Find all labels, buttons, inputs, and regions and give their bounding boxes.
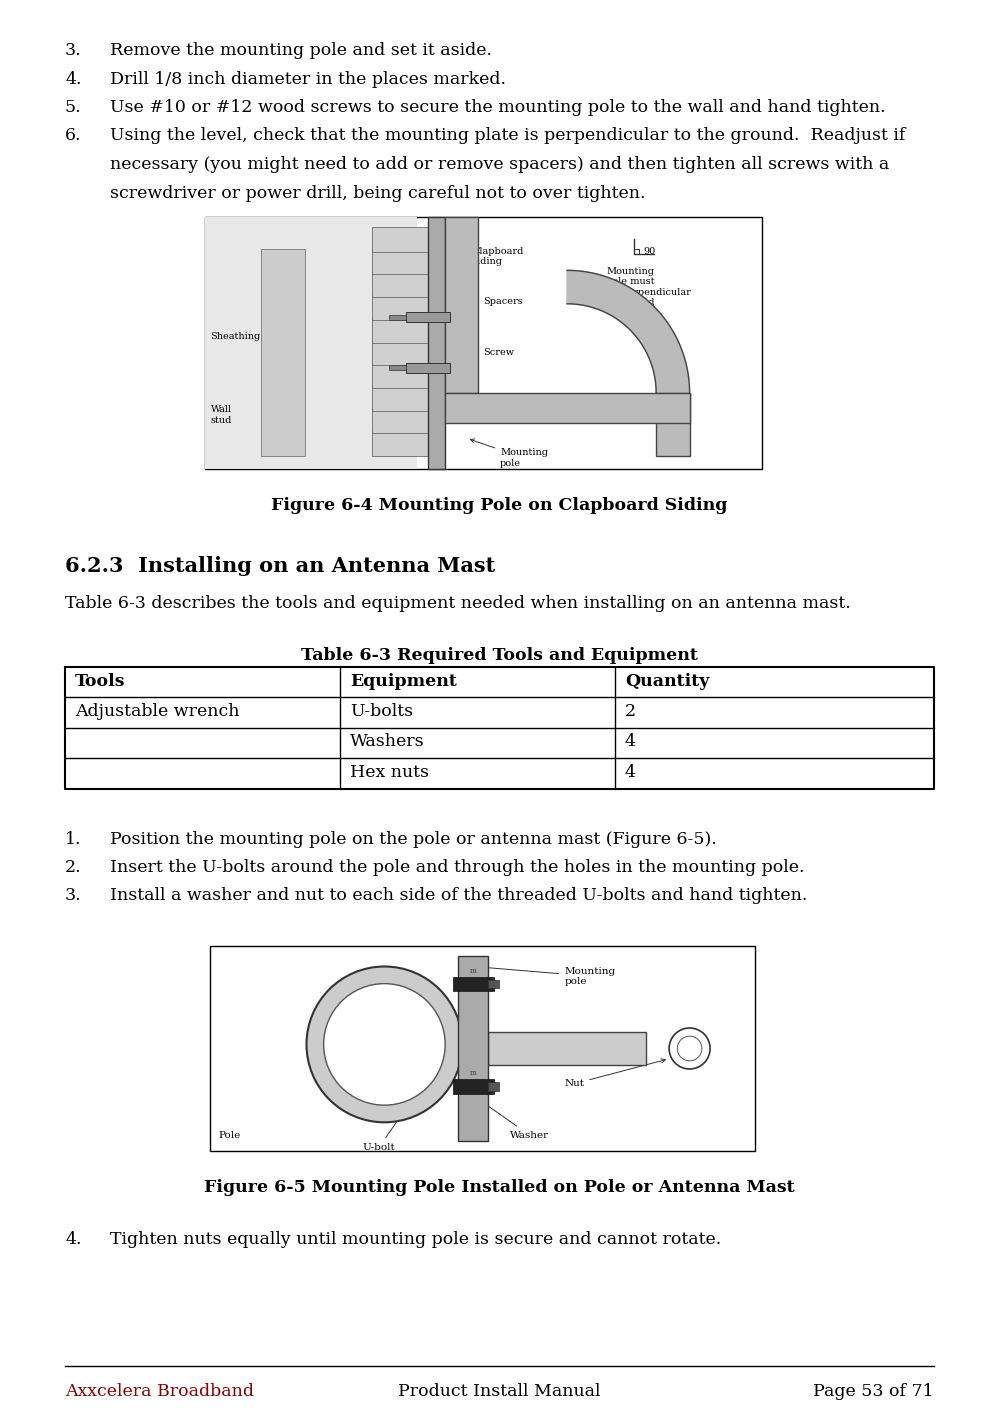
Text: Table 6-3 describes the tools and equipment needed when installing on an antenna: Table 6-3 describes the tools and equipm…: [65, 594, 851, 611]
Text: Axxcelera Broadband: Axxcelera Broadband: [65, 1383, 254, 1400]
Text: Mounting
pole: Mounting pole: [478, 966, 615, 986]
Text: Drill 1/8 inch diameter in the places marked.: Drill 1/8 inch diameter in the places ma…: [110, 71, 506, 88]
Text: necessary (you might need to add or remove spacers) and then tighten all screws : necessary (you might need to add or remo…: [110, 156, 889, 173]
Text: U-bolts: U-bolts: [350, 703, 414, 720]
Text: m: m: [470, 1069, 477, 1078]
Text: Figure 6-4 Mounting Pole on Clapboard Siding: Figure 6-4 Mounting Pole on Clapboard Si…: [272, 496, 727, 513]
Text: 4: 4: [625, 764, 636, 781]
Bar: [489, 980, 500, 988]
Bar: [453, 977, 494, 991]
Text: m: m: [470, 967, 477, 974]
Text: Use #10 or #12 wood screws to secure the mounting pole to the wall and hand tigh: Use #10 or #12 wood screws to secure the…: [110, 99, 886, 116]
Bar: [210, 946, 755, 1151]
Text: Mounting
pole: Mounting pole: [471, 440, 548, 468]
Text: Adjustable wrench: Adjustable wrench: [75, 703, 240, 720]
Text: 4.: 4.: [65, 1231, 82, 1248]
Text: Screw: Screw: [404, 347, 514, 362]
Text: Hex nuts: Hex nuts: [350, 764, 429, 781]
Text: Quantity: Quantity: [625, 672, 709, 689]
Text: Wall
stud: Wall stud: [211, 406, 232, 425]
Bar: [406, 312, 451, 322]
Bar: [445, 393, 689, 423]
Text: 2.: 2.: [65, 859, 82, 876]
Text: Install a washer and nut to each side of the threaded U-bolts and hand tighten.: Install a washer and nut to each side of…: [110, 888, 807, 905]
Text: Washers: Washers: [350, 733, 425, 750]
Text: Table 6-3 Required Tools and Equipment: Table 6-3 Required Tools and Equipment: [301, 647, 698, 664]
Text: Equipment: Equipment: [350, 672, 457, 689]
Text: Tools: Tools: [75, 672, 126, 689]
Text: Nut: Nut: [564, 1059, 665, 1088]
Bar: [372, 386, 445, 411]
Bar: [372, 340, 445, 366]
Bar: [205, 217, 417, 468]
Text: 6.2.3  Installing on an Antenna Mast: 6.2.3 Installing on an Antenna Mast: [65, 556, 496, 577]
Bar: [453, 1079, 494, 1093]
Text: Remove the mounting pole and set it aside.: Remove the mounting pole and set it asid…: [110, 43, 492, 60]
Bar: [261, 250, 306, 457]
Bar: [656, 393, 689, 457]
Text: U-bolt: U-bolt: [363, 1109, 406, 1151]
Text: Sheathing: Sheathing: [211, 332, 261, 342]
Circle shape: [669, 1028, 710, 1069]
Bar: [372, 363, 445, 389]
Bar: [428, 217, 445, 468]
Text: Mounting
pole must
be perpendicular
to ground: Mounting pole must be perpendicular to g…: [606, 267, 691, 308]
Text: Page 53 of 71: Page 53 of 71: [813, 1383, 934, 1400]
Bar: [372, 295, 445, 320]
Text: screwdriver or power drill, being careful not to over tighten.: screwdriver or power drill, being carefu…: [110, 184, 645, 201]
Bar: [406, 363, 451, 373]
Bar: [459, 956, 489, 1140]
Bar: [389, 366, 406, 370]
Bar: [445, 217, 478, 393]
Text: 3.: 3.: [65, 888, 82, 905]
Text: 4: 4: [625, 733, 636, 750]
Text: Washer: Washer: [477, 1098, 548, 1140]
Text: 4.: 4.: [65, 71, 82, 88]
Text: Product Install Manual: Product Install Manual: [399, 1383, 600, 1400]
Circle shape: [307, 967, 463, 1122]
Bar: [205, 217, 762, 468]
Text: Pole: Pole: [218, 1130, 240, 1140]
Polygon shape: [567, 271, 689, 393]
Bar: [372, 272, 445, 298]
Text: 6.: 6.: [65, 128, 82, 145]
Text: Using the level, check that the mounting plate is perpendicular to the ground.  : Using the level, check that the mounting…: [110, 128, 905, 145]
Text: Clapboard
siding: Clapboard siding: [413, 247, 523, 268]
Text: Insert the U-bolts around the pole and through the holes in the mounting pole.: Insert the U-bolts around the pole and t…: [110, 859, 804, 876]
Text: 90: 90: [643, 247, 655, 255]
Bar: [372, 250, 445, 275]
Text: 3.: 3.: [65, 43, 82, 60]
Bar: [372, 431, 445, 457]
Text: Position the mounting pole on the pole or antenna mast (Figure 6-5).: Position the mounting pole on the pole o…: [110, 831, 716, 848]
Bar: [489, 1082, 500, 1090]
Bar: [389, 315, 406, 320]
Bar: [489, 1032, 646, 1065]
Bar: [372, 227, 445, 252]
Text: Figure 6-5 Mounting Pole Installed on Pole or Antenna Mast: Figure 6-5 Mounting Pole Installed on Po…: [204, 1178, 795, 1195]
Circle shape: [324, 984, 446, 1105]
Text: 1.: 1.: [65, 831, 82, 848]
Bar: [372, 318, 445, 343]
Text: 2: 2: [625, 703, 636, 720]
Text: Spacers: Spacers: [421, 298, 523, 316]
Text: Tighten nuts equally until mounting pole is secure and cannot rotate.: Tighten nuts equally until mounting pole…: [110, 1231, 721, 1248]
Text: 5.: 5.: [65, 99, 82, 116]
Bar: [372, 408, 445, 434]
